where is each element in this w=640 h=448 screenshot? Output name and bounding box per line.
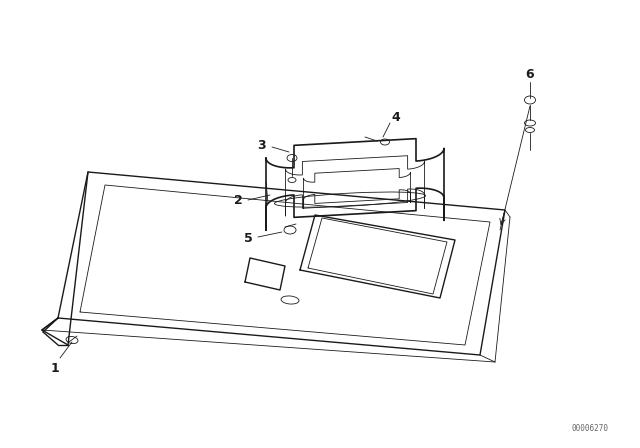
Text: 4: 4 bbox=[392, 111, 401, 124]
Text: 5: 5 bbox=[244, 232, 252, 245]
Text: 00006270: 00006270 bbox=[572, 423, 609, 432]
Text: 2: 2 bbox=[234, 194, 243, 207]
Text: 1: 1 bbox=[51, 362, 60, 375]
Text: 6: 6 bbox=[525, 68, 534, 81]
Text: 3: 3 bbox=[258, 138, 266, 151]
